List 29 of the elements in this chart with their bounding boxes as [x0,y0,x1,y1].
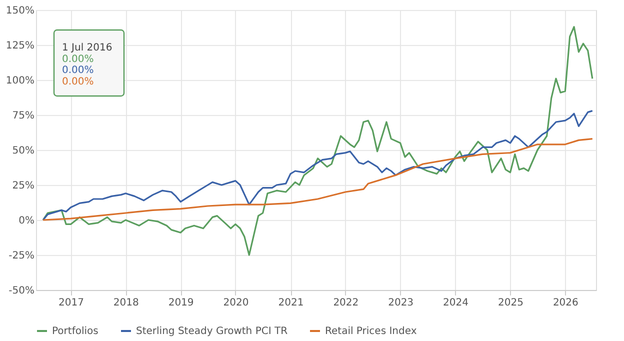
y-tick-label: 50% [12,146,34,156]
x-tick-label: 2026 [552,298,578,308]
x-tick-label: 2024 [442,298,468,308]
annotation: 0.00% [62,65,94,76]
y-tick-label: 75% [12,110,34,122]
line-series [42,110,594,221]
x-tick-label: 2018 [113,298,139,308]
x-tick-label: 2023 [388,298,414,308]
x-tick-label: 2019 [168,298,194,308]
y-tick-label: 100% [6,76,34,86]
x-tick-label: 2022 [333,298,359,308]
x-tick-label: 2021 [278,298,304,308]
x-tick-label: 2017 [58,298,84,308]
annotation: 0.00% [62,76,94,88]
x-tick-label: 2020 [223,298,249,308]
y-tick-label: 150% [6,6,34,16]
annotation: 0.00% [62,54,94,65]
legend-label: Portfolios [52,326,98,337]
y-tick-label: 125% [6,40,34,52]
line-series [42,26,594,256]
x-tick-label: 2025 [498,298,524,308]
legend-label: Retail Prices Index [325,326,417,337]
line-series [42,138,594,221]
legend-label: Sterling Steady Growth PCI TR [136,326,288,337]
y-tick-label: 25% [12,180,34,192]
y-tick-label: -25% [8,250,34,262]
y-tick-label: -50% [8,286,34,296]
y-tick-label: 0% [18,216,34,226]
annotation: 1 Jul 2016 [62,42,112,54]
